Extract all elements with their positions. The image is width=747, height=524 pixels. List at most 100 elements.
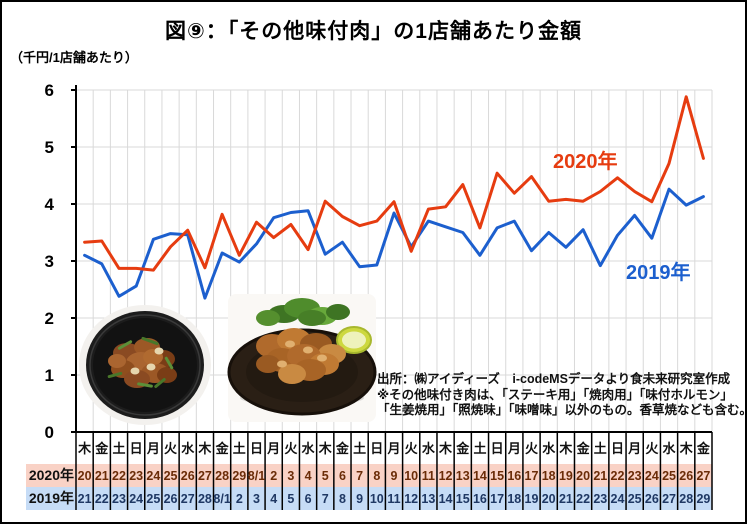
date-cell-2019: 2 [236,492,243,506]
series-label-2020: 2020年 [553,151,618,173]
weekday-cell: 火 [645,441,659,456]
y-axis-tick-labels: 0 1 2 3 4 5 6 [45,81,55,442]
y-axis-unit-label: （千円/1店舗あたり） [10,50,138,65]
date-cell-2019: 28 [198,492,212,506]
weekday-cell: 日 [611,441,624,456]
axes [71,85,712,433]
date-cell-2019: 18 [507,492,521,506]
weekday-cell: 月 [627,441,641,456]
weekday-cell: 火 [164,441,178,456]
weekday-cell: 水 [422,441,436,456]
date-cell-2019: 23 [112,492,126,506]
date-cell-2019: 29 [696,492,710,506]
date-cell-2019: 7 [322,492,329,506]
weekday-cell: 水 [663,441,677,456]
date-cell-2020: 23 [129,469,143,483]
date-cell-2020: 12 [439,469,453,483]
date-cell-2019: 22 [95,492,109,506]
weekday-cell: 木 [679,441,694,456]
date-cell-2019: 26 [645,492,659,506]
date-cell-2020: 3 [287,469,294,483]
date-cell-2020: 24 [645,469,659,483]
line-2019 [83,187,705,300]
date-cell-2020: 10 [404,469,418,483]
weekday-cell: 火 [405,441,419,456]
weekday-cell: 金 [696,441,711,456]
date-cell-2019: 3 [253,492,260,506]
date-cell-2020: 20 [576,469,590,483]
date-cell-2019: 20 [542,492,556,506]
weekday-cell: 金 [215,441,230,456]
weekday-cell: 土 [473,441,486,456]
date-cell-2019: 15 [456,492,470,506]
date-cell-2020: 24 [146,469,160,483]
y-tick-label: 3 [45,252,54,271]
food-photo-left [79,305,211,425]
weekday-cell: 日 [491,441,504,456]
weekday-cell: 木 [197,441,212,456]
date-cell-2020: 27 [696,469,710,483]
series-label-2019: 2019年 [626,262,691,284]
y-tick-label: 0 [45,423,54,442]
weekday-cell: 水 [302,441,316,456]
source-notes: 出所：㈱アイディーズ i-codeMSデータより食未来研究室作成 ※その他味付き… [377,372,745,419]
date-cell-2019: 4 [270,492,277,506]
date-cell-2020: 9 [391,469,398,483]
date-table: 木金土日月火水木金土日月火水木金土日月火水木金土日月火水木金土日月火水木金20 2… [29,432,713,510]
date-cell-2019: 13 [421,492,435,506]
date-cell-2020: 7 [356,469,363,483]
note-line-1: ※その他味付き肉は、「ステーキ用」「焼肉用」「味付ホルモン」 [377,387,733,402]
date-cell-2019: 6 [305,492,312,506]
date-cell-2020: 16 [507,469,521,483]
date-cell-2020: 11 [422,469,435,483]
weekday-cell: 日 [370,441,383,456]
chart-title: 図⑨：「その他味付肉」の1店舗あたり金額 [165,20,582,43]
date-cell-2020: 20 [78,469,92,483]
weekday-cell: 水 [542,441,556,456]
date-cell-2019: 12 [404,492,418,506]
date-cell-2020: 5 [322,469,329,483]
date-cell-2020: 4 [305,469,312,483]
date-cell-2020: 2 [270,469,277,483]
date-cell-2019: 28 [679,492,693,506]
date-cell-2019: 9 [356,492,363,506]
date-cell-2020: 25 [662,469,676,483]
note-line-2: 「生姜焼用」「照焼味」「味噌味」以外のもの。香草焼なども含む。 [377,403,747,417]
y-tick-label: 2 [45,309,54,328]
date-cell-2019: 25 [628,492,642,506]
date-cell-2020: 23 [628,469,642,483]
source-line: 出所：㈱アイディーズ i-codeMSデータより食未来研究室作成 [377,372,731,386]
weekday-cell: 木 [558,441,573,456]
y-tick-label: 1 [45,366,54,385]
date-cell-2019: 25 [146,492,160,506]
date-cell-2020: 29 [232,469,246,483]
line-2020 [83,95,705,272]
date-cell-2020: 17 [525,469,539,483]
date-cell-2019: 24 [129,492,143,506]
weekday-cell: 月 [386,441,400,456]
date-cell-2020: 19 [559,469,573,483]
date-cell-2020: 6 [339,469,346,483]
date-cell-2019: 10 [370,492,384,506]
weekday-cell: 木 [318,441,333,456]
date-cell-2020: 21 [593,469,607,483]
date-cell-2020: 22 [112,469,126,483]
weekday-cell: 金 [94,441,109,456]
date-cell-2020: 28 [215,469,229,483]
date-cell-2019: 8/1 [213,492,230,506]
date-cell-2019: 16 [473,492,487,506]
weekday-cell: 木 [438,441,453,456]
date-cell-2020: 22 [611,469,625,483]
food-photo-right [227,294,377,422]
date-cell-2019: 5 [287,492,294,506]
row-header-2020: 2020年 [29,467,74,483]
weekday-cell: 木 [77,441,92,456]
weekday-cell: 水 [181,441,195,456]
date-cell-2020: 18 [542,469,556,483]
date-cell-2020: 8/1 [248,469,265,483]
row-header-2019: 2019年 [29,490,74,506]
weekday-cell: 日 [130,441,143,456]
date-cell-2019: 14 [439,492,453,506]
